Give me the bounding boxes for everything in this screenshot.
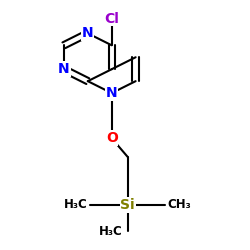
- Text: CH₃: CH₃: [168, 198, 191, 211]
- Text: O: O: [106, 131, 118, 145]
- Text: Si: Si: [120, 198, 135, 212]
- Text: Cl: Cl: [104, 12, 119, 26]
- Text: H₃C: H₃C: [64, 198, 88, 211]
- Text: N: N: [58, 62, 70, 76]
- Text: N: N: [82, 26, 94, 40]
- Text: N: N: [106, 86, 118, 100]
- Text: H₃C: H₃C: [98, 225, 122, 238]
